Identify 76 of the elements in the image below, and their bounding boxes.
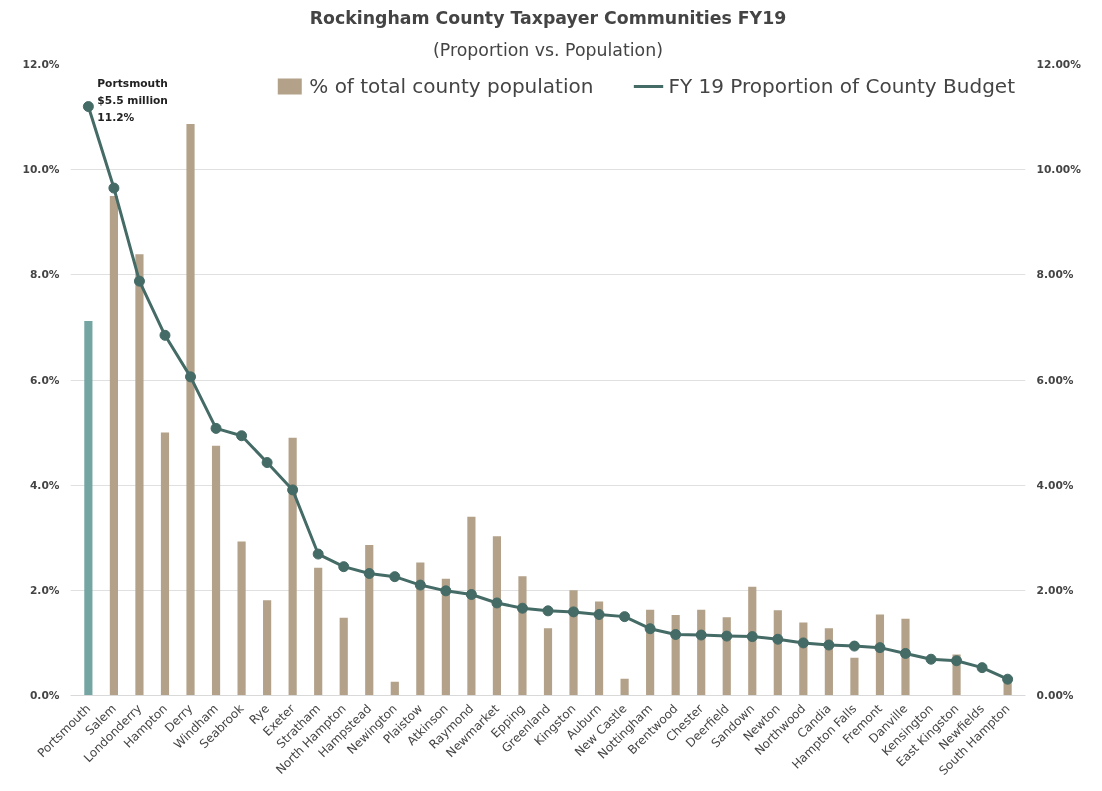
bar bbox=[390, 681, 399, 696]
y2-tick-label: 2.00% bbox=[1036, 583, 1074, 597]
point bbox=[619, 611, 631, 623]
bar bbox=[467, 516, 476, 696]
legend-label: % of total county population bbox=[309, 74, 594, 98]
bar bbox=[288, 437, 297, 696]
y-tick-label: 4.0% bbox=[29, 478, 60, 492]
y-tick-label: 2.0% bbox=[29, 583, 60, 597]
bar bbox=[416, 562, 425, 696]
point bbox=[159, 329, 171, 341]
bar bbox=[263, 600, 272, 696]
point bbox=[951, 655, 963, 667]
bar bbox=[492, 536, 502, 696]
y2-tick-label: 8.00% bbox=[1036, 268, 1074, 282]
point bbox=[568, 606, 580, 618]
bar bbox=[160, 432, 170, 696]
legend-label: FY 19 Proportion of County Budget bbox=[668, 74, 1015, 98]
point bbox=[721, 630, 733, 642]
point bbox=[797, 637, 809, 649]
point bbox=[465, 589, 477, 601]
point bbox=[925, 653, 937, 665]
y2-tick-label: 4.00% bbox=[1036, 478, 1074, 492]
y-tick-label: 6.0% bbox=[29, 373, 60, 387]
point bbox=[1002, 673, 1014, 685]
point bbox=[389, 571, 401, 583]
y2-tick-label: 12.00% bbox=[1036, 58, 1082, 71]
point bbox=[82, 101, 94, 113]
bar bbox=[518, 576, 527, 696]
bar bbox=[365, 545, 374, 696]
y-tick-label: 0.0% bbox=[29, 689, 60, 702]
y2-tick-label: 10.00% bbox=[1036, 163, 1082, 177]
point bbox=[670, 629, 682, 640]
point bbox=[236, 430, 248, 442]
bar bbox=[84, 321, 93, 696]
bar bbox=[620, 678, 629, 696]
bar bbox=[109, 195, 118, 696]
y-tick-label: 10.0% bbox=[22, 163, 60, 177]
bar bbox=[339, 617, 348, 696]
point bbox=[108, 182, 120, 194]
y-tick-label: 12.0% bbox=[22, 58, 60, 71]
point bbox=[312, 548, 324, 560]
bar bbox=[211, 445, 221, 696]
point bbox=[414, 579, 426, 591]
bar bbox=[135, 254, 144, 696]
y-tick-label: 8.0% bbox=[29, 268, 60, 282]
point bbox=[261, 457, 273, 469]
point bbox=[287, 484, 299, 496]
point bbox=[746, 631, 758, 643]
point bbox=[874, 642, 886, 654]
bar bbox=[569, 590, 578, 696]
y2-tick-label: 0.00% bbox=[1036, 689, 1074, 702]
point bbox=[363, 568, 375, 579]
point bbox=[695, 629, 707, 641]
point bbox=[823, 639, 835, 651]
point bbox=[516, 602, 528, 614]
bar bbox=[543, 628, 553, 696]
bar bbox=[237, 541, 246, 696]
point bbox=[593, 609, 605, 621]
bar bbox=[186, 123, 195, 696]
point bbox=[772, 633, 784, 645]
point bbox=[491, 597, 503, 609]
point bbox=[976, 662, 988, 674]
chart-title: Rockingham County Taxpayer Communities FY19 bbox=[309, 7, 787, 28]
y2-tick-label: 6.00% bbox=[1036, 373, 1074, 387]
point bbox=[440, 585, 452, 597]
point bbox=[542, 605, 554, 617]
point bbox=[644, 623, 656, 635]
point bbox=[133, 275, 145, 287]
chart-subtitle: (Proportion vs. Population) bbox=[433, 39, 663, 60]
annotation: Portsmouth $5.5 million 11.2% bbox=[97, 77, 168, 124]
point bbox=[338, 561, 350, 573]
point bbox=[210, 422, 222, 434]
bar bbox=[850, 657, 859, 696]
point bbox=[848, 640, 860, 652]
point bbox=[185, 371, 197, 383]
bar bbox=[314, 567, 323, 696]
